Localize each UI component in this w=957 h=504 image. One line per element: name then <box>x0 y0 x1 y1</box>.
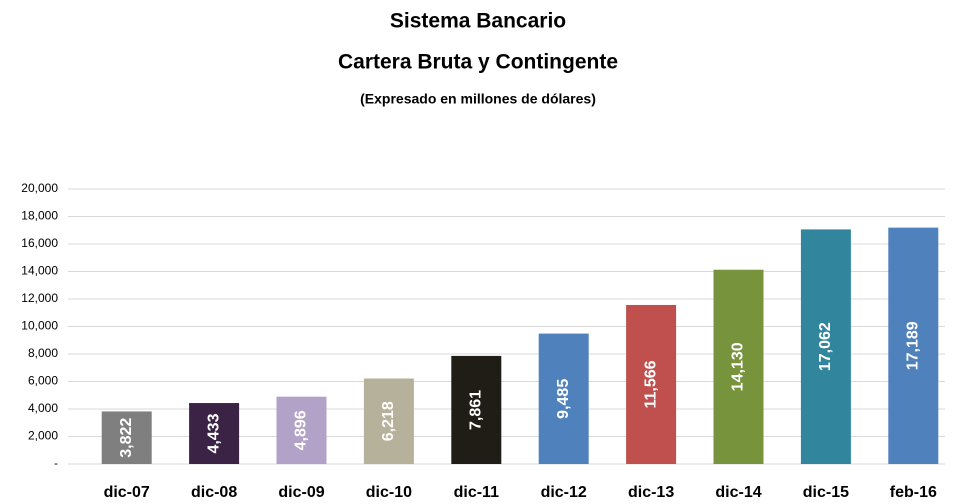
x-tick-label: dic-08 <box>191 484 237 501</box>
x-tick-label: feb-16 <box>890 484 937 501</box>
bar <box>626 304 677 464</box>
value-label: 11,566 <box>642 360 659 408</box>
x-tick-label: dic-10 <box>366 484 412 501</box>
y-tick-label: 2,000 <box>28 429 58 443</box>
y-tick-label: 10,000 <box>21 319 58 333</box>
y-tick-label: 12,000 <box>21 291 58 305</box>
x-tick-label: dic-07 <box>104 484 150 501</box>
y-tick-label: 6,000 <box>28 374 58 388</box>
value-label: 3,822 <box>118 418 135 458</box>
x-tick-label: dic-13 <box>628 484 674 501</box>
value-label: 7,861 <box>468 390 485 430</box>
x-tick-label: dic-15 <box>803 484 849 501</box>
bar <box>363 378 414 464</box>
chart-note: (Expresado en millones de dólares) <box>360 91 596 107</box>
x-tick-label: dic-09 <box>278 484 324 501</box>
bar <box>888 227 939 464</box>
chart-subtitle: Cartera Bruta y Contingente <box>338 51 618 74</box>
bar <box>101 411 152 464</box>
y-tick-label: 18,000 <box>21 209 58 223</box>
bar <box>451 355 502 464</box>
value-label: 17,189 <box>905 321 922 370</box>
value-label: 4,433 <box>205 413 222 453</box>
bar <box>713 269 764 464</box>
y-tick-label: 14,000 <box>21 264 58 278</box>
y-tick-label: 20,000 <box>21 181 58 195</box>
value-label: 17,062 <box>817 322 834 371</box>
y-tick-label: 4,000 <box>28 401 58 415</box>
x-tick-label: dic-12 <box>541 484 587 501</box>
value-label: 9,485 <box>555 379 572 419</box>
value-label: 6,218 <box>380 401 397 441</box>
x-tick-label: dic-11 <box>454 484 499 501</box>
bar <box>276 396 327 464</box>
bar <box>800 229 851 464</box>
chart-title: Sistema Bancario <box>390 10 566 33</box>
x-tick-label: dic-14 <box>715 484 761 501</box>
value-label: 14,130 <box>730 342 747 391</box>
bar <box>538 333 589 464</box>
y-tick-label: - <box>54 456 58 470</box>
bar <box>189 403 240 464</box>
y-tick-label: 8,000 <box>28 346 58 360</box>
value-label: 4,896 <box>293 410 310 450</box>
y-tick-label: 16,000 <box>21 236 58 250</box>
